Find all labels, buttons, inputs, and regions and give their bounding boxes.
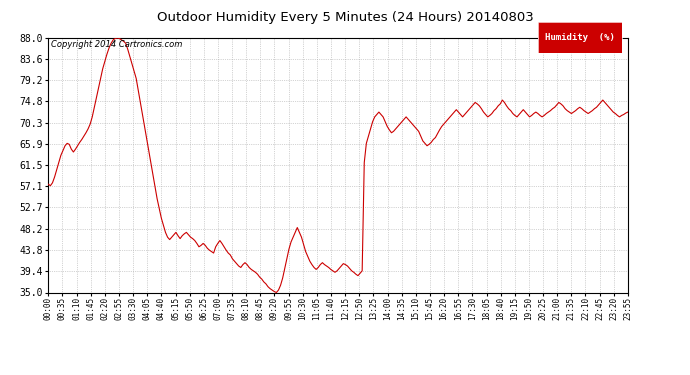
Text: Outdoor Humidity Every 5 Minutes (24 Hours) 20140803: Outdoor Humidity Every 5 Minutes (24 Hou… [157, 11, 533, 24]
Text: Copyright 2014 Cartronics.com: Copyright 2014 Cartronics.com [51, 40, 183, 49]
